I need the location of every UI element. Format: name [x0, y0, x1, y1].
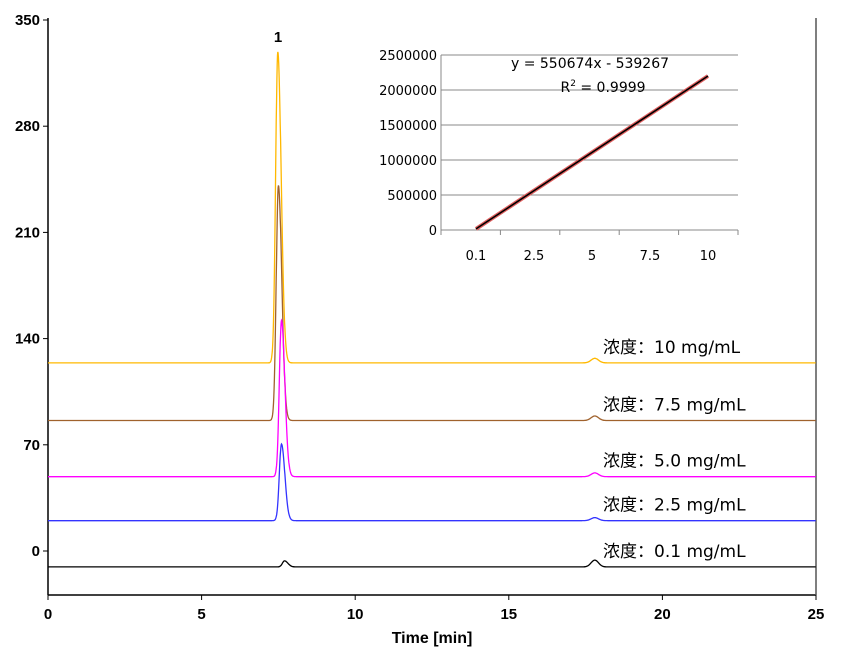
inset-x-tick-label: 0.1 — [466, 249, 487, 264]
inset-x-tick-label: 5 — [588, 249, 596, 264]
inset-r2: R2 = 0.9999 — [560, 79, 645, 96]
series-label: 浓度：10 mg/mL — [603, 338, 741, 358]
r2-value: = 0.9999 — [576, 80, 646, 96]
inset-y-tick-label: 500000 — [387, 189, 437, 204]
trace-4 — [48, 559, 816, 568]
inset-y-tick-label: 1500000 — [379, 119, 437, 134]
series-label: 浓度：0.1 mg/mL — [603, 542, 746, 562]
peak-label: 1 — [274, 29, 282, 46]
y-tick-label: 0 — [32, 543, 40, 560]
series-label: 浓度：7.5 mg/mL — [603, 396, 746, 416]
inset-x-tick-label: 7.5 — [640, 249, 661, 264]
r2-prefix: R — [560, 80, 570, 96]
y-tick-label: 280 — [15, 118, 40, 135]
r2-sup: 2 — [570, 79, 576, 89]
trace-0 — [48, 51, 816, 364]
series-label: 浓度：2.5 mg/mL — [603, 496, 746, 516]
inset-y-tick-label: 0 — [429, 224, 437, 239]
y-tick-label: 350 — [15, 12, 40, 29]
calibration-inset: 0 500000 1000000 1500000 2000000 2500000 0.1 2.… — [379, 49, 739, 264]
series-label: 浓度：5.0 mg/mL — [603, 452, 746, 472]
y-tick-label: 70 — [23, 437, 40, 454]
y-tick-label: 140 — [15, 331, 40, 348]
inset-y-tick-label: 1000000 — [379, 154, 437, 169]
y-tick-label: 210 — [15, 224, 40, 241]
x-tick-label: 0 — [44, 606, 52, 623]
inset-y-tick-label: 2500000 — [379, 49, 437, 64]
inset-data-line — [475, 75, 709, 230]
traces — [48, 51, 816, 568]
trace-3 — [48, 442, 816, 522]
x-tick-label: 10 — [347, 606, 364, 623]
inset-x-tick-label: 10 — [700, 249, 717, 264]
x-axis-label: Time [min] — [392, 630, 473, 647]
trace-1 — [48, 185, 816, 422]
series-labels: 浓度：10 mg/mL 浓度：7.5 mg/mL 浓度：5.0 mg/mL 浓度：2.… — [603, 338, 746, 562]
x-tick-label: 20 — [654, 606, 671, 623]
inset-y-tick-label: 2000000 — [379, 84, 437, 99]
x-tick-label: 5 — [197, 606, 205, 623]
x-tick-label: 25 — [808, 606, 825, 623]
x-tick-label: 15 — [500, 606, 517, 623]
inset-x-tick-label: 2.5 — [524, 249, 545, 264]
inset-equation: y = 550674x - 539267 — [511, 56, 669, 72]
trace-2 — [48, 318, 816, 478]
